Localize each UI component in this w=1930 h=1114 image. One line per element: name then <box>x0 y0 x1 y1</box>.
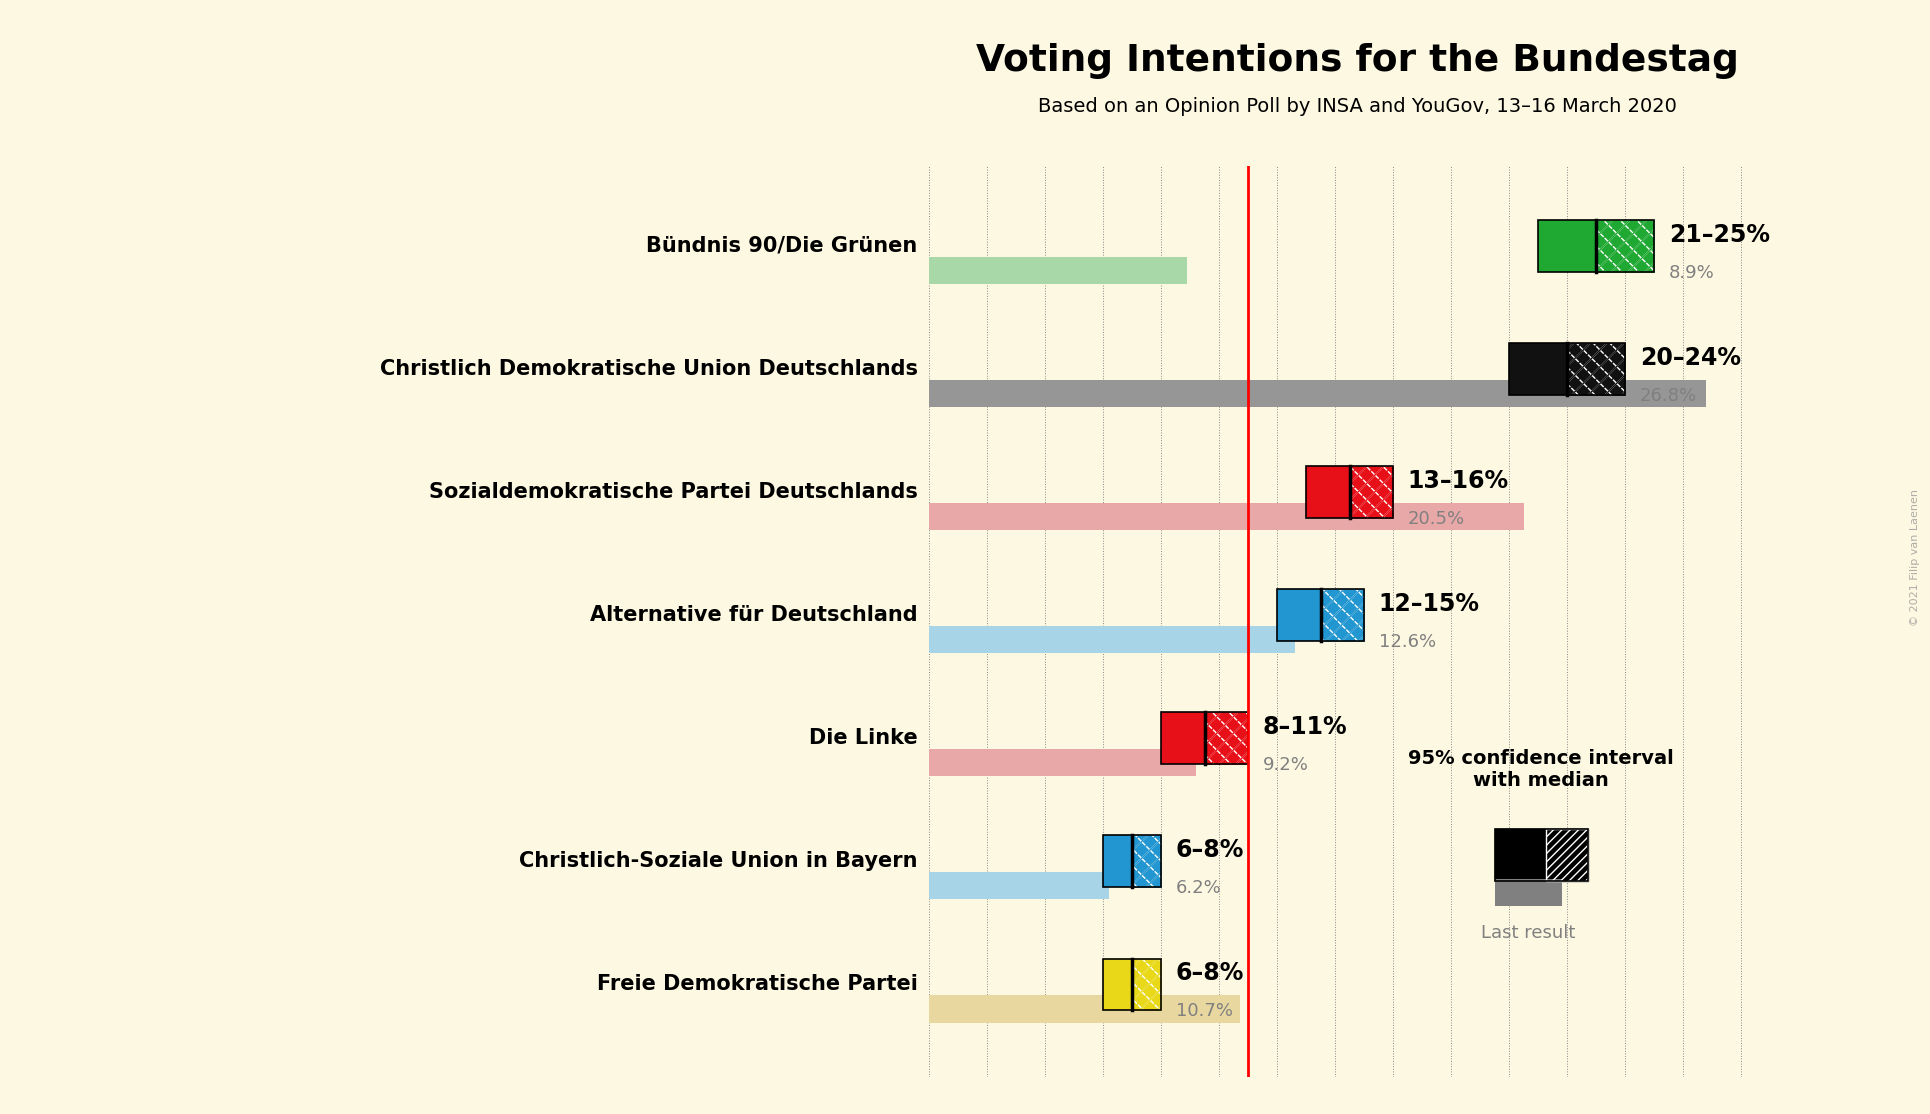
Bar <box>1596 221 1654 272</box>
Bar <box>928 750 1197 776</box>
Bar <box>1162 712 1249 764</box>
Bar <box>1509 343 1567 394</box>
Bar <box>1133 958 1162 1010</box>
Bar <box>1307 467 1393 518</box>
Bar <box>928 626 1295 653</box>
Text: Bündnis 90/Die Grünen: Bündnis 90/Die Grünen <box>647 236 917 256</box>
Text: 9.2%: 9.2% <box>1262 756 1309 774</box>
Bar <box>1133 836 1162 887</box>
Text: Die Linke: Die Linke <box>809 729 917 749</box>
Text: 8.9%: 8.9% <box>1669 264 1714 282</box>
Bar <box>928 380 1706 407</box>
Text: 12–15%: 12–15% <box>1378 592 1480 616</box>
Bar <box>1349 467 1393 518</box>
Bar <box>1133 836 1162 887</box>
FancyBboxPatch shape <box>1494 829 1546 881</box>
Text: 12.6%: 12.6% <box>1378 633 1436 652</box>
Bar <box>1307 467 1349 518</box>
Text: 13–16%: 13–16% <box>1407 469 1509 494</box>
Text: 20–24%: 20–24% <box>1640 346 1741 370</box>
Bar <box>1204 712 1249 764</box>
Bar <box>1204 712 1249 764</box>
Bar <box>1133 958 1162 1010</box>
Bar <box>1162 712 1204 764</box>
Bar <box>1349 467 1393 518</box>
Bar <box>1596 221 1654 272</box>
Bar <box>1509 343 1625 394</box>
Text: Christlich-Soziale Union in Bayern: Christlich-Soziale Union in Bayern <box>519 851 917 871</box>
Text: © 2021 Filip van Laenen: © 2021 Filip van Laenen <box>1911 489 1920 625</box>
Bar <box>1538 221 1654 272</box>
Text: 20.5%: 20.5% <box>1407 510 1465 528</box>
Bar <box>1320 589 1365 641</box>
Text: Last result: Last result <box>1480 925 1575 942</box>
Bar <box>1567 343 1625 394</box>
Text: Based on an Opinion Poll by INSA and YouGov, 13–16 March 2020: Based on an Opinion Poll by INSA and You… <box>1038 97 1677 116</box>
Text: Sozialdemokratische Partei Deutschlands: Sozialdemokratische Partei Deutschlands <box>428 482 917 502</box>
Bar <box>1104 958 1133 1010</box>
Bar <box>1278 589 1320 641</box>
Bar <box>1320 589 1365 641</box>
Text: Freie Demokratische Partei: Freie Demokratische Partei <box>596 975 917 995</box>
Bar <box>1133 958 1162 1010</box>
Bar <box>1204 712 1249 764</box>
Bar <box>1567 343 1625 394</box>
Bar <box>928 872 1110 899</box>
Bar <box>928 257 1187 284</box>
Text: 10.7%: 10.7% <box>1175 1003 1233 1020</box>
Text: 26.8%: 26.8% <box>1640 387 1696 405</box>
Bar <box>1104 836 1133 887</box>
Text: 8–11%: 8–11% <box>1262 715 1347 740</box>
Text: Voting Intentions for the Bundestag: Voting Intentions for the Bundestag <box>975 43 1739 79</box>
Bar <box>1133 836 1162 887</box>
Bar <box>1104 958 1162 1010</box>
Bar <box>1349 467 1393 518</box>
FancyBboxPatch shape <box>1494 879 1561 906</box>
Bar <box>1320 589 1365 641</box>
Bar <box>928 504 1523 530</box>
Text: 95% confidence interval
with median: 95% confidence interval with median <box>1409 749 1673 790</box>
Bar <box>1596 221 1654 272</box>
Text: 21–25%: 21–25% <box>1669 223 1770 247</box>
Text: 6–8%: 6–8% <box>1175 961 1245 985</box>
Bar <box>1567 343 1625 394</box>
Text: Alternative für Deutschland: Alternative für Deutschland <box>591 605 917 625</box>
Text: Christlich Demokratische Union Deutschlands: Christlich Demokratische Union Deutschla… <box>380 359 917 379</box>
Text: 6–8%: 6–8% <box>1175 838 1245 862</box>
Bar <box>928 996 1239 1023</box>
Bar <box>1538 221 1596 272</box>
Bar <box>1278 589 1365 641</box>
FancyBboxPatch shape <box>1546 829 1588 881</box>
Text: 6.2%: 6.2% <box>1175 879 1222 898</box>
Bar <box>1104 836 1162 887</box>
